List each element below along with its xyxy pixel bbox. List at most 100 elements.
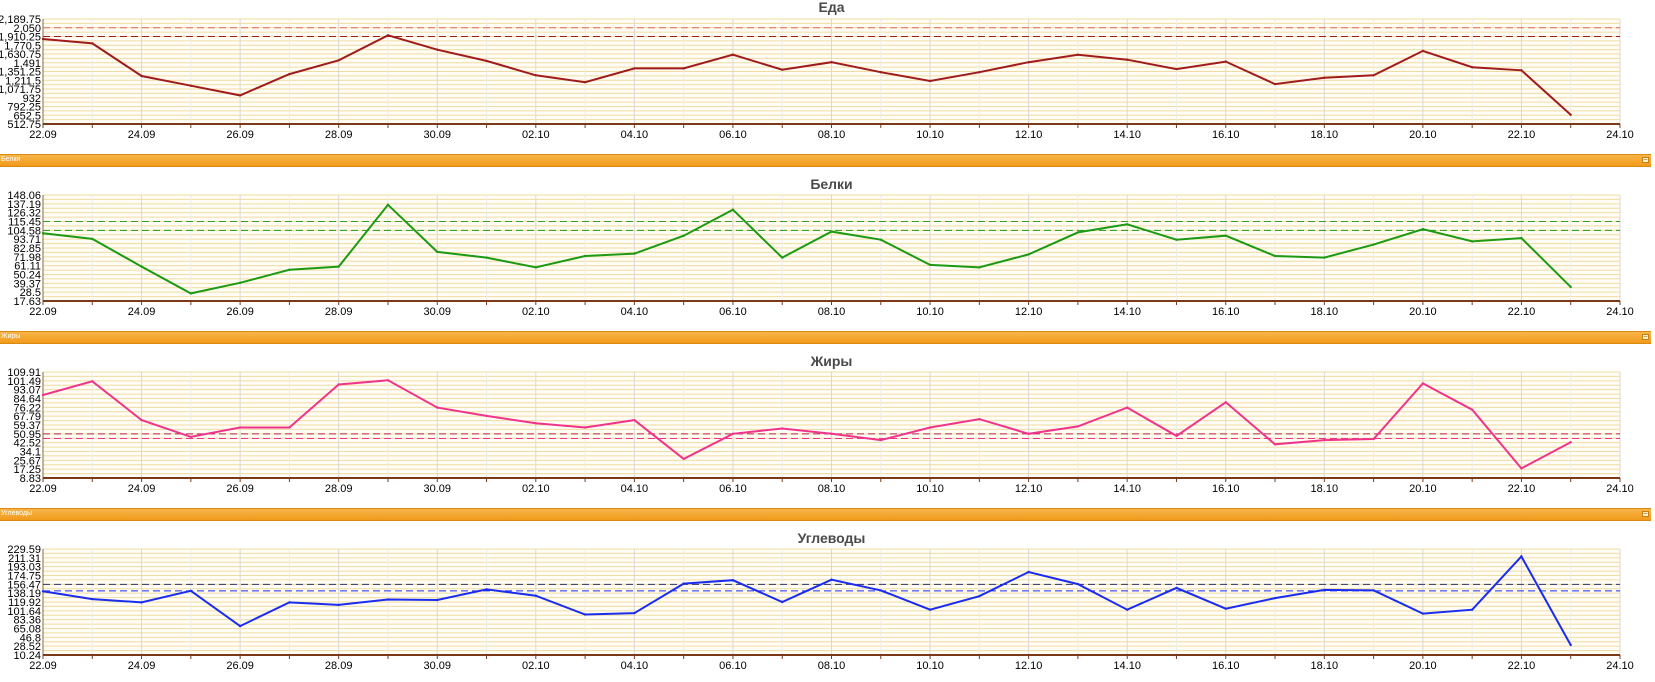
data-point (583, 426, 587, 429)
panel-bar-uglevody[interactable]: Углеводы – (0, 508, 1651, 521)
data-point (436, 250, 439, 254)
data-point (140, 265, 143, 268)
x-tick-label: 22.10 (1508, 306, 1536, 318)
x-tick-label: 22.10 (1508, 660, 1536, 672)
x-tick-label: 14.10 (1113, 306, 1141, 318)
data-point (534, 594, 537, 597)
data-point (1372, 589, 1375, 592)
data-point (1273, 82, 1277, 86)
data-point (41, 393, 45, 397)
data-point (1421, 228, 1425, 231)
chart-title: Углеводы (798, 530, 866, 546)
panel-bar-zhiry[interactable]: Жиры – (0, 331, 1651, 344)
series-line (42, 203, 1572, 295)
y-tick-label: 1,351.25 (0, 67, 41, 79)
x-tick-label: 08.10 (818, 483, 846, 495)
data-point (583, 81, 587, 84)
data-point (879, 589, 882, 592)
x-tick-label: 16.10 (1212, 660, 1240, 672)
series-line (42, 34, 1572, 116)
data-point (1471, 608, 1474, 611)
data-point (1027, 570, 1030, 574)
data-point (1323, 256, 1326, 259)
y-tick-label: 109.91 (7, 367, 41, 379)
chart-title: Белки (810, 176, 852, 192)
data-point (1027, 253, 1030, 256)
collapse-button[interactable]: – (1642, 510, 1649, 517)
data-point (682, 582, 685, 585)
x-tick-label: 28.09 (325, 129, 353, 141)
series-line (42, 379, 1572, 470)
y-tick-label: 1,770.5 (4, 40, 41, 52)
panel-bar-label: Жиры (1, 333, 21, 340)
data-point (41, 590, 45, 593)
data-point (1175, 586, 1178, 590)
panel-bar-label: Белки (1, 156, 21, 163)
data-point (189, 292, 192, 295)
x-tick-label: 08.10 (818, 306, 846, 318)
y-tick-label: 42.52 (13, 438, 41, 450)
y-tick-label: 138.19 (7, 588, 41, 600)
data-point (485, 588, 488, 591)
panel-bar-belki[interactable]: Белки – (0, 154, 1651, 167)
x-tick-label: 30.09 (423, 660, 451, 672)
x-tick-label: 12.10 (1015, 129, 1043, 141)
data-point (91, 597, 94, 601)
x-tick-label: 26.09 (226, 483, 254, 495)
y-tick-label: 76.22 (13, 402, 41, 414)
data-point (731, 579, 735, 582)
x-tick-label: 02.10 (522, 660, 550, 672)
y-tick-label: 93.71 (13, 234, 41, 246)
data-point (1273, 443, 1277, 446)
data-point (1175, 67, 1178, 71)
data-point (238, 281, 242, 284)
x-tick-label: 16.10 (1212, 483, 1240, 495)
collapse-button[interactable]: – (1642, 333, 1649, 340)
data-point (682, 67, 685, 70)
x-tick-label: 18.10 (1311, 306, 1339, 318)
y-tick-label: 67.79 (13, 411, 41, 423)
y-tick-label: 126.32 (7, 208, 41, 220)
x-tick-label: 04.10 (621, 129, 649, 141)
x-tick-label: 04.10 (621, 660, 649, 672)
data-point (1372, 243, 1375, 246)
x-tick-label: 10.10 (916, 483, 944, 495)
data-point (337, 265, 340, 268)
data-point (1224, 607, 1228, 610)
data-point (337, 383, 340, 386)
x-tick-label: 30.09 (423, 129, 451, 141)
data-point (1126, 223, 1129, 226)
data-point (91, 380, 94, 383)
x-tick-label: 10.10 (916, 306, 944, 318)
data-point (879, 238, 882, 241)
data-point (534, 266, 537, 269)
x-tick-label: 14.10 (1113, 483, 1141, 495)
data-point (41, 37, 45, 41)
x-tick-label: 06.10 (719, 129, 747, 141)
x-tick-label: 22.09 (29, 306, 57, 318)
x-tick-label: 02.10 (522, 483, 550, 495)
y-tick-label: 652.5 (13, 110, 41, 122)
y-tick-label: 28.5 (20, 287, 41, 299)
data-point (633, 252, 636, 255)
data-point (1076, 582, 1080, 586)
y-tick-label: 1,491 (13, 58, 41, 70)
x-tick-label: 24.10 (1606, 306, 1634, 318)
y-tick-label: 932 (23, 93, 41, 105)
data-point (830, 230, 833, 233)
x-tick-label: 24.09 (128, 129, 156, 141)
data-point (682, 234, 685, 237)
y-tick-label: 137.19 (7, 199, 41, 211)
y-tick-label: 28.52 (13, 641, 41, 653)
collapse-button[interactable]: – (1642, 156, 1649, 163)
y-tick-label: 83.36 (13, 615, 41, 627)
y-tick-label: 1,071.75 (0, 84, 41, 96)
data-point (1421, 612, 1425, 615)
data-point (1126, 58, 1129, 61)
x-tick-label: 22.09 (29, 660, 57, 672)
data-point (731, 53, 735, 56)
data-point (781, 256, 784, 259)
data-point (731, 432, 735, 435)
data-point (1421, 49, 1425, 53)
